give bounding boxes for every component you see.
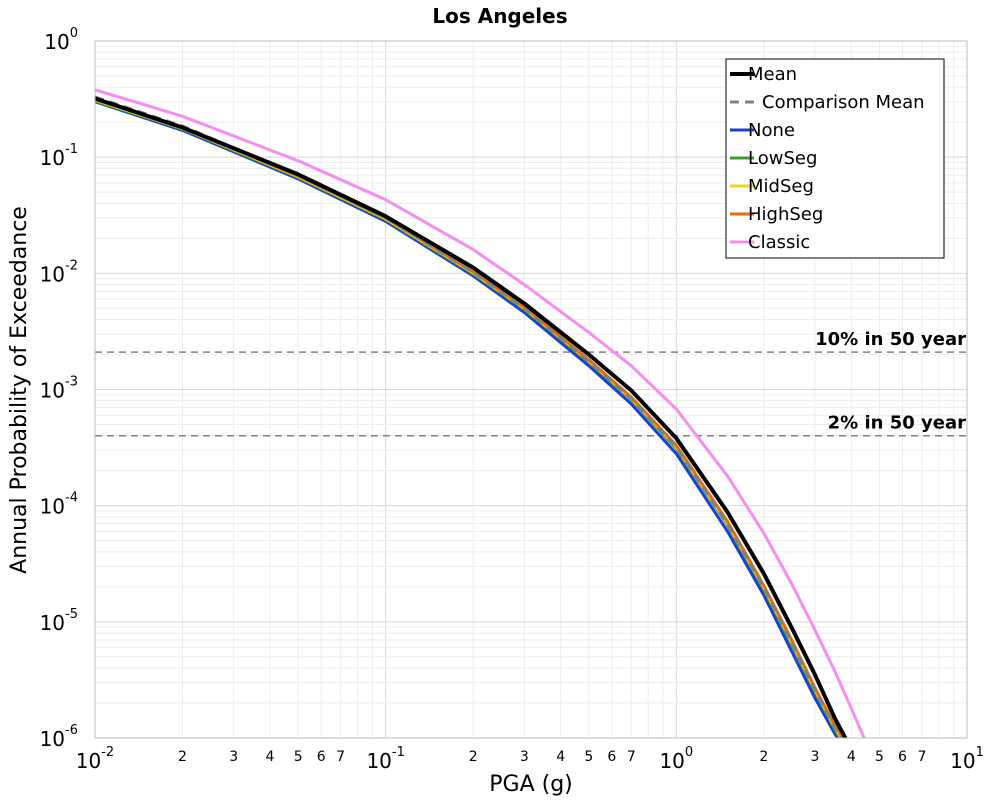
x-minor-tick-label: 6 xyxy=(898,749,907,765)
x-minor-tick-label: 3 xyxy=(520,749,529,765)
x-tick-exponent: -1 xyxy=(392,745,405,760)
x-axis-label: PGA (g) xyxy=(489,772,573,797)
y-tick-exponent: -5 xyxy=(65,607,78,622)
y-tick-label: 10-5 xyxy=(40,607,78,635)
x-minor-tick-label: 2 xyxy=(469,749,478,765)
x-minor-tick-label: 4 xyxy=(266,749,275,765)
x-tick-label: 101 xyxy=(950,745,984,773)
x-tick-label: 10-1 xyxy=(366,745,404,773)
y-tick-exponent: -4 xyxy=(65,491,78,506)
legend-box xyxy=(725,58,945,259)
reference-line-label: 2% in 50 year xyxy=(828,413,966,434)
y-tick-base: 10 xyxy=(40,727,65,751)
legend-label-midseg: MidSeg xyxy=(748,176,814,197)
x-tick-exponent: -2 xyxy=(101,745,114,760)
y-tick-label: 10-1 xyxy=(40,142,78,170)
x-tick-exponent: 1 xyxy=(976,745,984,760)
plot-frame xyxy=(94,40,968,739)
y-axis-label: Annual Probability of Exceedance xyxy=(7,206,32,574)
x-minor-tick-label: 6 xyxy=(317,749,326,765)
legend-label-lowseg: LowSeg xyxy=(748,148,817,169)
y-tick-base: 10 xyxy=(40,611,65,635)
y-tick-base: 10 xyxy=(40,146,65,170)
x-minor-tick-label: 5 xyxy=(584,749,593,765)
x-minor-tick-label: 5 xyxy=(294,749,303,765)
grid xyxy=(94,41,967,739)
y-tick-exponent: -3 xyxy=(65,375,78,390)
y-tick-base: 10 xyxy=(40,495,65,519)
x-minor-tick-label: 4 xyxy=(847,749,856,765)
y-tick-base: 10 xyxy=(44,30,69,54)
x-minor-tick-label: 3 xyxy=(811,749,820,765)
y-tick-label: 100 xyxy=(44,26,78,54)
series-lines xyxy=(95,88,866,738)
x-tick-label: 10-2 xyxy=(76,745,114,773)
x-minor-tick-label: 2 xyxy=(178,749,187,765)
y-tick-label: 10-2 xyxy=(40,258,78,286)
x-tick-base: 10 xyxy=(366,749,391,773)
y-tick-base: 10 xyxy=(40,262,65,286)
x-minor-tick-label: 3 xyxy=(229,749,238,765)
x-tick-base: 10 xyxy=(659,749,684,773)
y-tick-exponent: -6 xyxy=(65,723,78,738)
x-minor-tick-label: 7 xyxy=(918,749,927,765)
x-minor-tick-label: 7 xyxy=(627,749,636,765)
legend-label-highseg: HighSeg xyxy=(748,204,823,225)
y-tick-label: 10-4 xyxy=(40,491,78,519)
y-tick-exponent: 0 xyxy=(70,26,78,41)
y-tick-label: 10-6 xyxy=(40,723,78,751)
x-minor-tick-label: 2 xyxy=(759,749,768,765)
x-minor-tick-label: 7 xyxy=(336,749,345,765)
x-tick-label: 100 xyxy=(659,745,693,773)
series-line-comparison-mean xyxy=(95,95,844,738)
y-tick-base: 10 xyxy=(40,379,65,403)
x-tick-exponent: 0 xyxy=(685,745,693,760)
legend-label-mean: Mean xyxy=(748,64,797,85)
series-line-classic xyxy=(95,88,866,738)
legend: Mean Comparison Mean None LowSeg MidSeg HighS… xyxy=(725,58,945,259)
legend-label-classic: Classic xyxy=(748,232,810,253)
reference-line-label: 10% in 50 year xyxy=(815,329,966,350)
legend-label-comparison-mean: Comparison Mean xyxy=(762,92,925,113)
y-tick-exponent: -2 xyxy=(65,258,78,273)
x-minor-tick-label: 6 xyxy=(607,749,616,765)
chart-title: Los Angeles xyxy=(432,4,567,28)
y-tick-exponent: -1 xyxy=(65,142,78,157)
x-minor-tick-label: 5 xyxy=(875,749,884,765)
series-line-mean xyxy=(95,96,848,738)
x-tick-base: 10 xyxy=(76,749,101,773)
legend-label-none: None xyxy=(748,120,795,141)
y-tick-label: 10-3 xyxy=(40,375,78,403)
reference-lines: 10% in 50 year 2% in 50 year xyxy=(95,329,967,437)
x-tick-base: 10 xyxy=(950,749,975,773)
x-minor-tick-label: 4 xyxy=(556,749,565,765)
